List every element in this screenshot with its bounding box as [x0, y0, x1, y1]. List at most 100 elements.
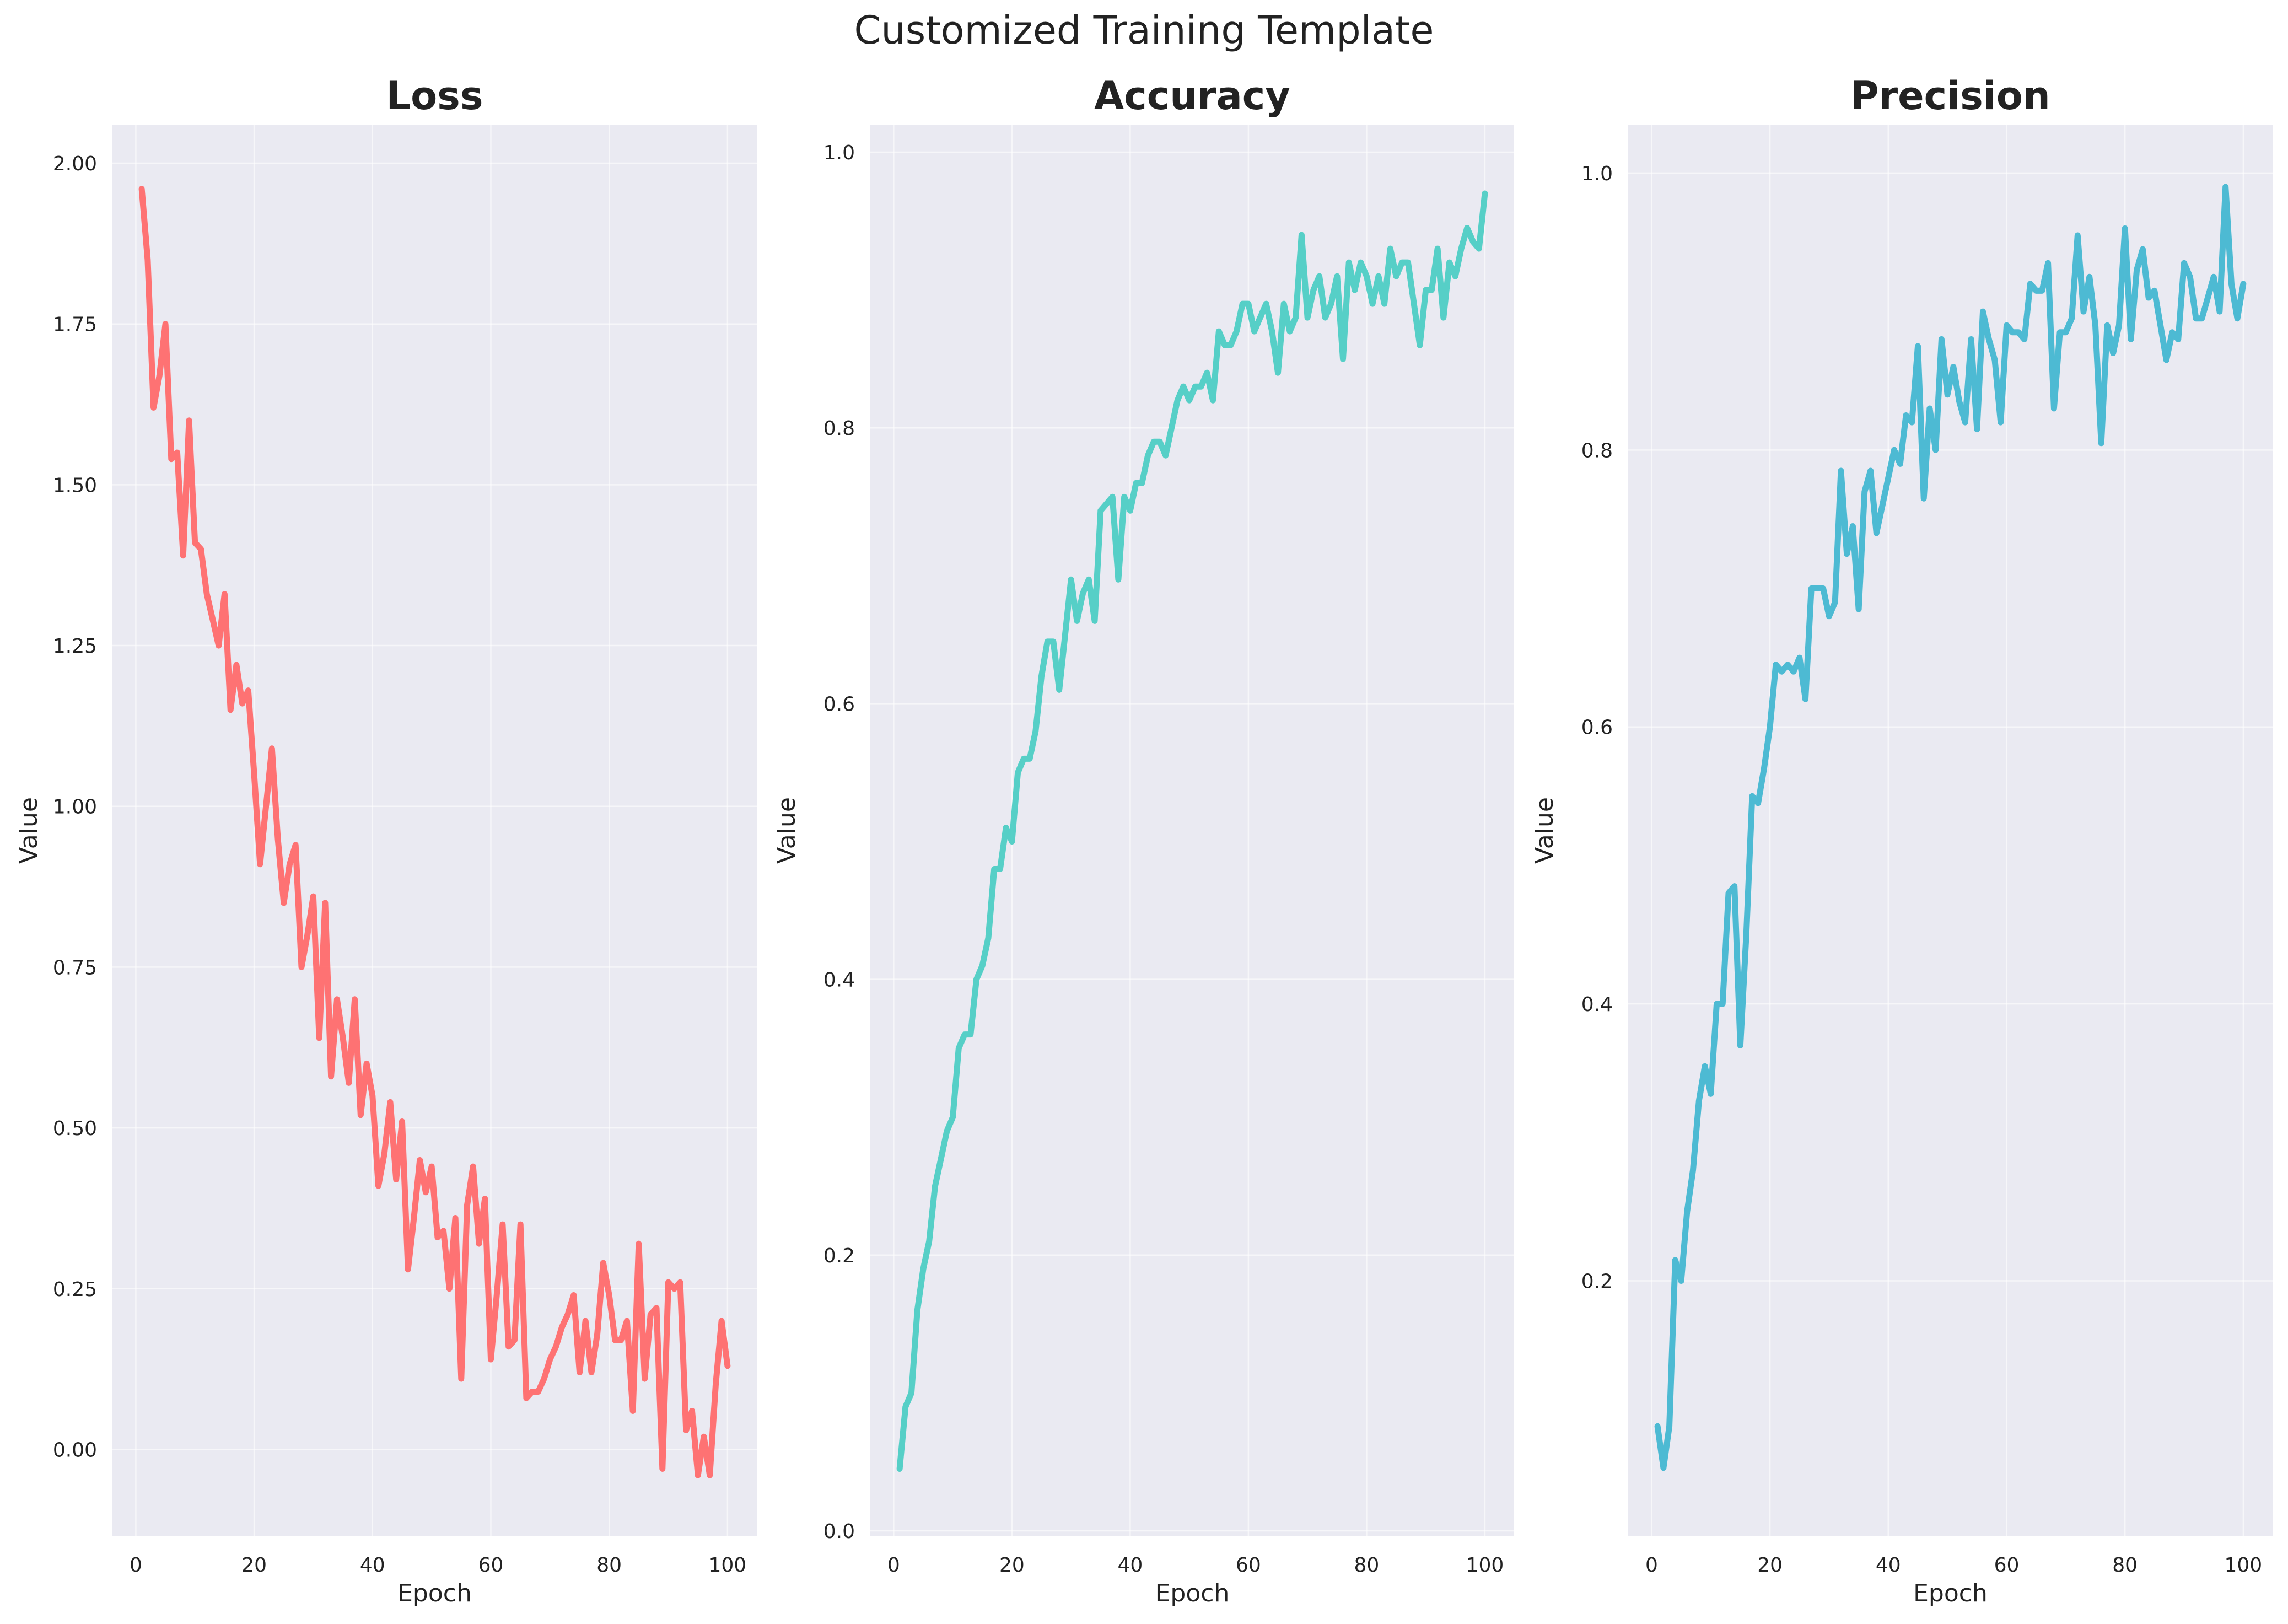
figure-suptitle: Customized Training Template	[854, 8, 1434, 53]
loss-y-tick-label: 0.25	[53, 1278, 97, 1301]
loss-data-point	[701, 1434, 707, 1440]
precision-data-point	[2146, 295, 2152, 301]
accuracy-data-point	[991, 866, 997, 872]
precision-data-point	[2222, 184, 2228, 190]
precision-data-point	[2104, 322, 2111, 329]
loss-data-point	[228, 707, 234, 713]
loss-data-point	[518, 1222, 524, 1228]
accuracy-data-point	[1269, 329, 1275, 335]
loss-y-axis-label: Value	[15, 797, 43, 864]
precision-data-point	[1926, 406, 1932, 412]
loss-data-point	[636, 1241, 642, 1247]
precision-y-tick-label: 0.2	[1581, 1271, 1613, 1293]
loss-data-point	[553, 1343, 559, 1349]
precision-chart: 0 20 40 60 80 100 0.2 0.4 0.6 0.8 1.0 Precision Epoc…	[1531, 73, 2273, 1607]
accuracy-data-point	[1103, 501, 1110, 507]
accuracy-data-point	[1027, 756, 1033, 762]
precision-data-point	[2175, 336, 2181, 342]
accuracy-data-point	[1157, 439, 1163, 445]
precision-data-point	[1915, 343, 1921, 349]
loss-y-tick-label: 1.50	[53, 474, 97, 497]
precision-x-tick-label: 80	[2112, 1554, 2138, 1577]
precision-data-point	[2235, 315, 2241, 321]
loss-data-point	[322, 900, 328, 906]
accuracy-data-point	[997, 866, 1003, 872]
loss-data-point	[411, 1215, 417, 1221]
precision-data-point	[1796, 655, 1802, 661]
loss-x-tick-label: 0	[130, 1554, 142, 1577]
loss-chart: 0 20 40 60 80 100 0.00 0.25 0.50 0.75 1.00 1.25 1.50…	[15, 73, 757, 1607]
loss-data-point	[512, 1337, 518, 1343]
accuracy-data-point	[1228, 342, 1234, 348]
precision-data-point	[2205, 295, 2211, 301]
accuracy-data-point	[1440, 315, 1446, 321]
accuracy-data-point	[1470, 239, 1476, 245]
precision-data-point	[1826, 613, 1832, 619]
accuracy-title: Accuracy	[1094, 73, 1290, 119]
accuracy-data-point	[1305, 315, 1311, 321]
accuracy-data-point	[1358, 260, 1364, 266]
precision-data-point	[2151, 288, 2157, 294]
accuracy-data-point	[1021, 756, 1027, 762]
accuracy-data-point	[1476, 246, 1482, 252]
accuracy-data-point	[1222, 342, 1228, 348]
accuracy-data-point	[1281, 301, 1287, 307]
accuracy-data-point	[979, 962, 986, 969]
loss-data-point	[624, 1318, 630, 1324]
precision-data-point	[1660, 1465, 1666, 1471]
loss-data-point	[630, 1408, 636, 1414]
loss-data-point	[334, 996, 340, 1002]
precision-data-point	[1998, 420, 2004, 426]
accuracy-data-point	[1429, 287, 1435, 293]
precision-data-point	[2081, 309, 2087, 315]
loss-data-point	[293, 842, 299, 848]
loss-data-point	[559, 1324, 565, 1330]
precision-data-point	[2092, 322, 2098, 329]
precision-data-point	[1974, 426, 1980, 432]
precision-data-point	[1720, 1001, 1726, 1007]
accuracy-data-point	[908, 1390, 914, 1396]
precision-data-point	[1844, 551, 1850, 557]
precision-data-point	[1850, 523, 1856, 529]
loss-plot-area	[112, 125, 757, 1536]
precision-data-point	[1838, 468, 1844, 474]
precision-data-point	[1815, 585, 1821, 591]
precision-data-point	[1761, 766, 1767, 772]
loss-data-point	[458, 1376, 464, 1382]
precision-data-point	[2116, 322, 2122, 329]
loss-x-axis-label: Epoch	[397, 1579, 472, 1607]
loss-data-point	[612, 1337, 618, 1343]
loss-data-point	[541, 1376, 547, 1382]
accuracy-data-point	[950, 1114, 956, 1120]
accuracy-data-point	[1316, 273, 1322, 279]
loss-data-point	[565, 1311, 571, 1318]
accuracy-data-point	[1038, 673, 1045, 679]
precision-data-point	[1992, 357, 1998, 363]
precision-data-point	[2069, 315, 2075, 321]
loss-data-point	[499, 1222, 505, 1228]
loss-data-point	[281, 900, 287, 906]
accuracy-data-point	[1287, 329, 1293, 335]
precision-data-point	[2157, 322, 2163, 329]
precision-data-point	[1891, 447, 1897, 453]
accuracy-data-point	[1097, 508, 1103, 514]
accuracy-data-point	[1092, 618, 1098, 624]
precision-y-axis-label: Value	[1531, 797, 1559, 864]
loss-data-point	[144, 257, 150, 263]
accuracy-data-point	[1263, 301, 1269, 307]
accuracy-chart: 0 20 40 60 80 100 0.0 0.2 0.4 0.6 0.8 1.0 Accuracy Ep…	[773, 73, 1514, 1607]
precision-data-point	[1808, 585, 1815, 591]
loss-data-point	[434, 1234, 440, 1240]
precision-data-point	[1856, 606, 1862, 612]
accuracy-data-point	[926, 1238, 932, 1244]
loss-data-point	[257, 861, 263, 867]
accuracy-data-point	[1121, 494, 1127, 500]
precision-data-point	[1932, 447, 1939, 453]
accuracy-data-point	[1352, 287, 1358, 293]
loss-y-tick-label: 0.00	[53, 1439, 97, 1461]
precision-data-point	[1684, 1208, 1690, 1214]
loss-data-point	[494, 1292, 500, 1298]
loss-data-point	[192, 540, 198, 546]
loss-data-point	[689, 1408, 695, 1414]
precision-data-point	[1731, 883, 1737, 889]
